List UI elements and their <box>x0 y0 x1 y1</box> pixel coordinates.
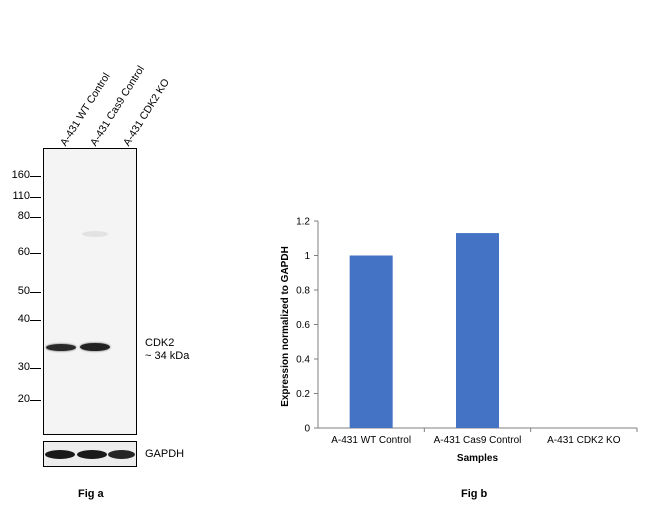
mw-marker-110: 110 <box>12 190 30 202</box>
bar <box>349 255 393 428</box>
blot-panel-cdk2 <box>43 148 137 435</box>
cdk2-band-wt <box>46 344 76 351</box>
mw-marker-40: 40 <box>17 313 30 325</box>
mw-marker-60: 60 <box>17 246 30 258</box>
y-tick-label: 1.2 <box>296 217 310 228</box>
gapdh-band-ko <box>108 450 135 459</box>
y-tick-label: 1 <box>304 251 310 262</box>
mw-marker-160: 160 <box>11 169 30 181</box>
gapdh-band-cas9 <box>77 450 107 459</box>
blot-panel-gapdh <box>43 441 137 467</box>
mw-tick <box>30 292 41 293</box>
x-tick-label: A-431 CDK2 KO <box>547 435 621 446</box>
mw-marker-50: 50 <box>17 285 30 297</box>
mw-marker-80: 80 <box>17 210 30 222</box>
y-tick-label: 0.8 <box>296 286 310 297</box>
mw-marker-20: 20 <box>17 393 30 405</box>
y-tick-label: 0.6 <box>296 320 310 331</box>
mw-tick <box>30 400 41 401</box>
target-label: CDK2 <box>145 337 175 349</box>
y-tick-label: 0.2 <box>296 389 310 400</box>
y-axis-title: Expression normalized to GAPDH <box>280 246 291 407</box>
x-tick-label: A-431 Cas9 Control <box>434 435 522 446</box>
y-tick-label: 0.4 <box>296 355 310 366</box>
bar <box>456 233 499 428</box>
mw-tick <box>30 253 41 254</box>
mw-tick <box>30 368 41 369</box>
mw-tick <box>30 176 41 177</box>
faint-band <box>82 231 108 237</box>
mw-tick <box>30 197 41 198</box>
loading-control-label: GAPDH <box>145 448 185 460</box>
mw-tick <box>30 320 41 321</box>
cdk2-band-cas9 <box>80 343 110 351</box>
fig-b-caption: Fig b <box>461 488 488 500</box>
x-axis-title: Samples <box>457 453 499 464</box>
y-tick-label: 0 <box>304 424 310 435</box>
gapdh-band-wt <box>45 450 75 459</box>
target-size-label: ~ 34 kDa <box>145 350 190 362</box>
fig-a-caption: Fig a <box>78 488 104 500</box>
mw-tick <box>30 217 41 218</box>
x-tick-label: A-431 WT Control <box>331 435 411 446</box>
mw-marker-30: 30 <box>17 361 30 373</box>
